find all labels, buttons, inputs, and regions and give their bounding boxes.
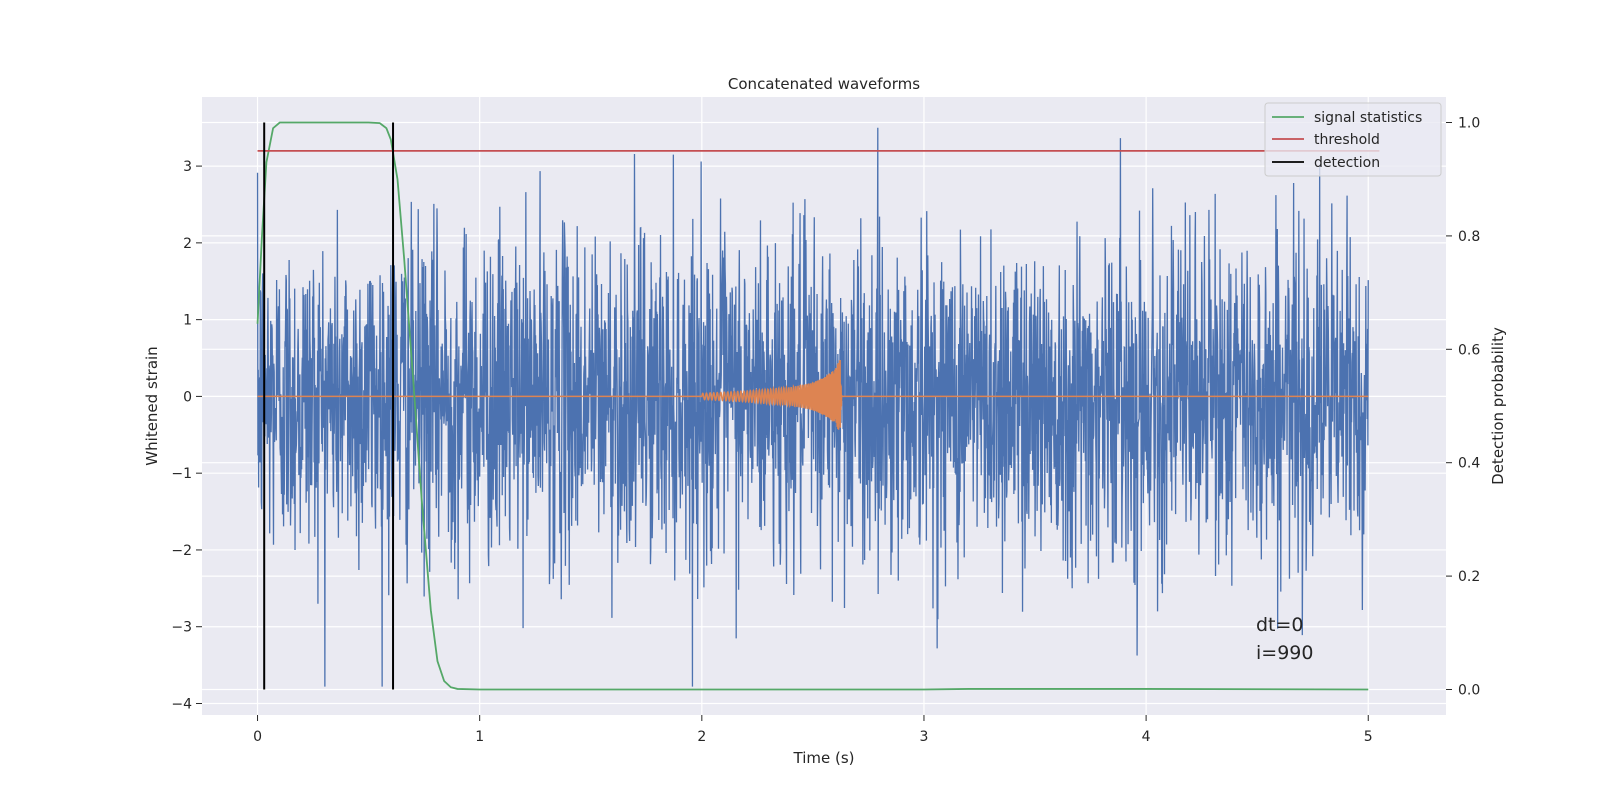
annotation-iteration: i=990 xyxy=(1256,642,1313,664)
left-y-tick-label: 2 xyxy=(183,236,192,252)
right-y-axis-label: Detection probability xyxy=(1489,327,1507,485)
right-y-tick-label: 1.0 xyxy=(1458,116,1480,132)
detection-markers xyxy=(263,122,395,690)
right-y-tick-label: 0.8 xyxy=(1458,229,1480,245)
right-y-tick-label: 0.4 xyxy=(1458,456,1480,472)
signal-statistics-series xyxy=(256,121,1369,691)
x-axis-ticks: 0 1 2 3 4 5 xyxy=(253,715,1373,745)
right-y-tick-label: 0.0 xyxy=(1458,682,1480,698)
left-y-tick-label: 0 xyxy=(183,389,192,405)
legend-label-detection: detection xyxy=(1314,155,1380,171)
x-tick-label: 1 xyxy=(475,729,484,745)
x-tick-label: 3 xyxy=(920,729,929,745)
right-y-axis-ticks: 0.0 0.2 0.4 0.6 0.8 1.0 xyxy=(1446,116,1480,698)
left-y-tick-label: −2 xyxy=(171,543,192,559)
series-layer xyxy=(256,121,1380,691)
legend-box xyxy=(1264,102,1442,177)
left-y-tick-label: 1 xyxy=(183,313,192,329)
right-y-tick-label: 0.2 xyxy=(1458,569,1480,585)
left-y-tick-label: −4 xyxy=(171,696,192,712)
left-y-tick-label: −3 xyxy=(171,620,192,636)
x-tick-label: 4 xyxy=(1142,729,1151,745)
x-tick-label: 0 xyxy=(253,729,262,745)
legend-label-signal-statistics: signal statistics xyxy=(1314,110,1422,126)
legend: signal statistics threshold detection xyxy=(1264,102,1442,177)
annotation-dt: dt=0 xyxy=(1256,614,1304,636)
x-tick-label: 2 xyxy=(697,729,706,745)
left-y-tick-label: 3 xyxy=(183,159,192,175)
strain-noise-series xyxy=(256,127,1369,687)
legend-label-threshold: threshold xyxy=(1314,132,1380,148)
left-y-tick-label: −1 xyxy=(171,466,192,482)
chirp-waveform-series xyxy=(257,359,1369,430)
x-tick-label: 5 xyxy=(1364,729,1373,745)
x-axis-label: Time (s) xyxy=(793,749,855,767)
right-y-tick-label: 0.6 xyxy=(1458,342,1480,358)
left-y-axis-ticks: −4 −3 −2 −1 0 1 2 3 xyxy=(171,159,202,712)
chart-title: Concatenated waveforms xyxy=(728,75,920,93)
left-y-axis-label: Whitened strain xyxy=(143,346,161,465)
